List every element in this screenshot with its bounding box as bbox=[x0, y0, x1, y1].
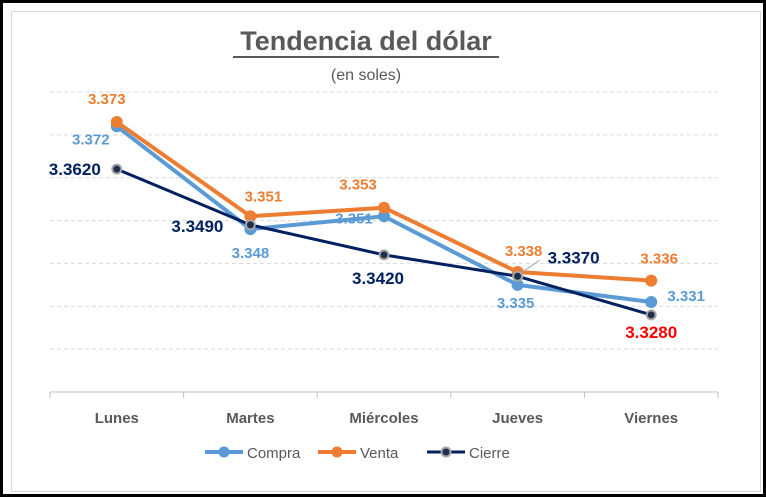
data-point bbox=[378, 249, 390, 261]
chart-area bbox=[11, 11, 761, 492]
series-group bbox=[110, 116, 658, 321]
data-label: 3.338 bbox=[505, 243, 543, 260]
data-point bbox=[512, 270, 524, 282]
data-label: 3.3620 bbox=[49, 160, 101, 179]
chart-title: Tendencia del dólar bbox=[240, 26, 492, 56]
data-point bbox=[645, 274, 658, 287]
data-label: 3.3420 bbox=[352, 269, 404, 288]
legend-label: Compra bbox=[247, 445, 301, 462]
data-label: 3.348 bbox=[232, 245, 270, 262]
legend-label: Venta bbox=[360, 445, 399, 462]
data-label: 3.3370 bbox=[548, 248, 600, 267]
legend-marker bbox=[440, 446, 452, 458]
data-label: 3.373 bbox=[88, 91, 126, 108]
data-point bbox=[645, 296, 658, 308]
legend-marker bbox=[218, 446, 230, 458]
legend-marker bbox=[331, 446, 343, 458]
legend-label: Cierre bbox=[469, 445, 510, 462]
x-tick-label: Jueves bbox=[492, 410, 543, 427]
label-leader-line bbox=[520, 259, 540, 274]
data-point bbox=[111, 163, 123, 175]
data-label: 3.331 bbox=[667, 288, 705, 305]
data-label: 3.372 bbox=[72, 131, 110, 148]
data-label: 3.3490 bbox=[171, 217, 223, 236]
data-label: 3.353 bbox=[339, 177, 377, 194]
data-labels: 3.372 3.348 3.351 3.335 3.331 3.373 3.351 3.353… bbox=[49, 91, 705, 342]
data-label: 3.3280 bbox=[625, 323, 677, 342]
data-point bbox=[645, 309, 657, 321]
data-point bbox=[378, 201, 390, 214]
data-label: 3.335 bbox=[497, 295, 535, 312]
chart-subtitle: (en soles) bbox=[331, 67, 401, 84]
x-tick-label: Viernes bbox=[624, 410, 678, 427]
data-point bbox=[110, 116, 123, 128]
x-axis: Lunes Martes Miércoles Jueves Viernes bbox=[49, 391, 719, 427]
data-label: 3.336 bbox=[640, 251, 678, 268]
legend: Compra Venta Cierre bbox=[205, 445, 510, 462]
series-line bbox=[116, 167, 652, 317]
x-tick-label: Lunes bbox=[95, 410, 139, 427]
data-point bbox=[244, 219, 256, 231]
x-tick-label: Martes bbox=[226, 410, 274, 427]
x-tick-label: Miércoles bbox=[349, 410, 418, 427]
gridlines bbox=[50, 91, 718, 350]
data-label: 3.351 bbox=[335, 210, 373, 227]
data-label: 3.351 bbox=[245, 188, 283, 205]
